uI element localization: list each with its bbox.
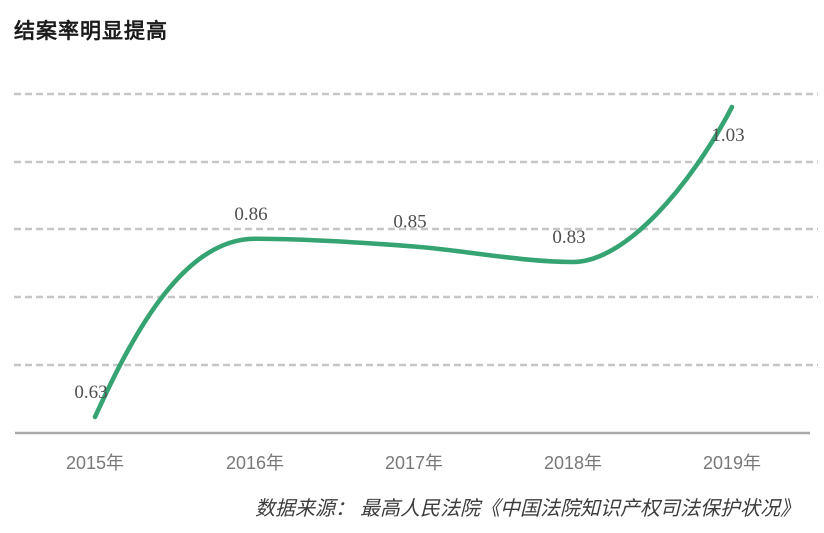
point-value-label: 0.83: [552, 227, 585, 248]
data-source-note: 数据来源： 最高人民法院《中国法院知识产权司法保护状况》: [255, 498, 800, 520]
x-axis-label-2019: 2019年: [702, 453, 762, 473]
point-value-label: 0.86: [234, 204, 267, 225]
x-axis-label-2018: 2018年: [543, 453, 603, 473]
point-value-label: 0.85: [393, 212, 426, 233]
chart-title: 结案率明显提高: [14, 20, 168, 43]
x-axis-label-2017: 2017年: [384, 453, 444, 473]
x-axis-label-2015: 2015年: [65, 453, 125, 473]
point-value-label: 0.63: [74, 382, 107, 403]
point-value-label: 1.03: [711, 125, 744, 146]
x-axis-label-2016: 2016年: [225, 453, 285, 473]
trend-line: [92, 104, 735, 420]
